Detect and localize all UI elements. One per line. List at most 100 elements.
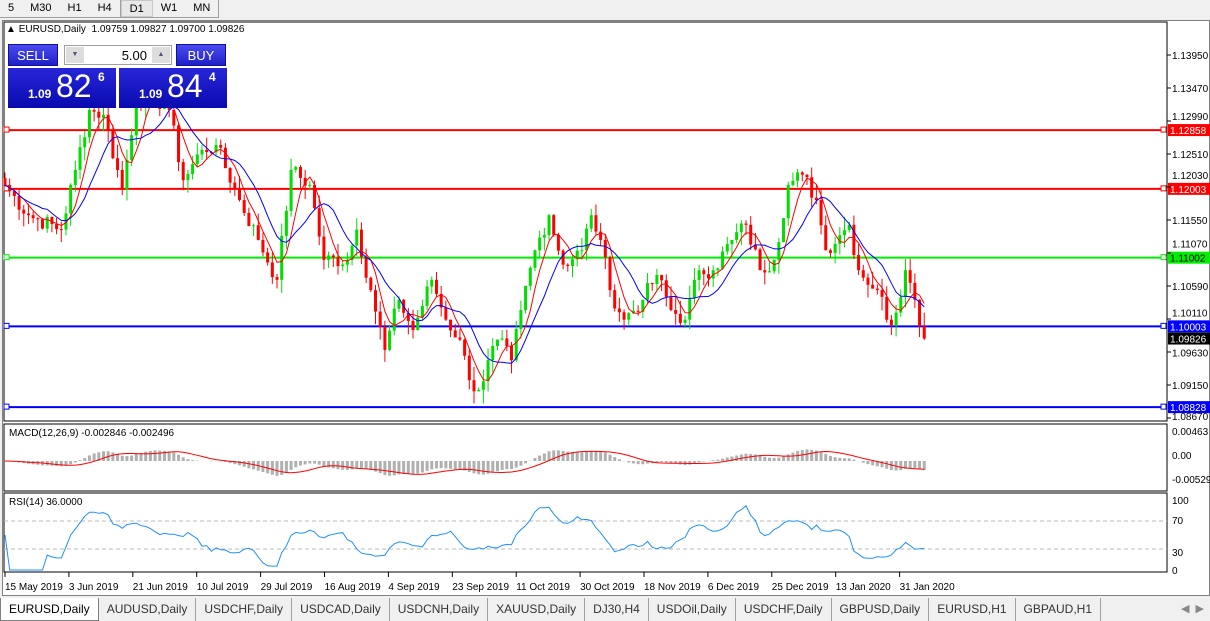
candle-body [683, 319, 687, 323]
candle-body [617, 308, 621, 313]
sell-button[interactable]: SELL [8, 44, 58, 66]
chart-tab[interactable]: USDCHF,Daily [196, 598, 293, 621]
line-handle [1160, 322, 1167, 329]
macd-bar [725, 457, 729, 461]
macd-bar [181, 457, 185, 461]
macd-bar [767, 457, 771, 461]
candle-body [533, 250, 537, 268]
macd-bar [641, 461, 645, 465]
candle-body [852, 224, 856, 255]
timeframe-D1[interactable]: D1 [120, 0, 153, 17]
timeframe-MN[interactable]: MN [193, 2, 211, 14]
macd-bar [871, 461, 875, 466]
macd-bar [134, 453, 138, 461]
macd-bar [833, 457, 837, 461]
lot-value[interactable]: 5.00 [121, 48, 147, 63]
macd-bar [186, 459, 190, 461]
macd-bar [374, 461, 378, 472]
candle-body [589, 215, 593, 229]
macd-bar [646, 461, 650, 464]
macd-bar [739, 454, 743, 461]
candle-body [514, 328, 518, 361]
candle-body [739, 223, 743, 233]
candle-body [130, 135, 134, 160]
macd-bar [467, 461, 471, 472]
buy-button[interactable]: BUY [176, 44, 226, 66]
chart-tab[interactable]: USDOil,Daily [649, 598, 736, 621]
candle-body [430, 279, 434, 287]
chart-tab[interactable]: GBPAUD,H1 [1016, 598, 1102, 621]
macd-bar [570, 452, 574, 461]
candle-body [313, 184, 317, 209]
macd-bar [223, 461, 227, 462]
chart-tab[interactable]: XAUUSD,Daily [488, 598, 586, 621]
decrease-lot-button[interactable]: ▼ [66, 47, 84, 63]
candle-body [477, 389, 481, 392]
candle-body [552, 215, 556, 235]
line-handle [1160, 403, 1167, 410]
chart-tab[interactable]: EURUSD,Daily [0, 598, 99, 621]
candle-body [561, 250, 565, 265]
candle-body [350, 245, 354, 260]
buy-price[interactable]: 1.09 84 4 [119, 68, 227, 108]
timeframe-H4[interactable]: H4 [97, 2, 112, 14]
chart-window[interactable] [2, 20, 1210, 596]
macd-bar [561, 451, 565, 461]
candle-body [641, 299, 645, 312]
candle-body [17, 195, 21, 210]
candle-body [31, 215, 35, 219]
candle-body [97, 111, 101, 118]
macd-bar [266, 461, 270, 474]
lot-size-field[interactable]: ▼ 5.00 ▲ [64, 45, 172, 65]
macd-bar [599, 451, 603, 461]
timeframe-H1[interactable]: H1 [67, 2, 82, 14]
increase-lot-button[interactable]: ▲ [152, 47, 170, 63]
date-label: 3 Jun 2019 [69, 582, 119, 593]
candle-body [922, 326, 926, 339]
timeframe-M30[interactable]: M30 [30, 2, 52, 14]
candle-body [238, 188, 241, 201]
candle-body [364, 256, 368, 278]
macd-bar [763, 456, 767, 461]
macd-signal-line [4, 450, 925, 475]
chart-tab[interactable]: EURUSD,H1 [929, 598, 1016, 621]
chart-tab[interactable]: USDCHF,Daily [736, 598, 832, 621]
line-handle [3, 254, 10, 261]
macd-bar [524, 461, 528, 464]
tab-scroll-arrows[interactable]: ◀ ▶ [1180, 603, 1204, 615]
candle-body [730, 239, 734, 245]
macd-bar [753, 454, 757, 461]
timeframe-toolbar: 5 M30 H1 H4 D1 W1 MN [0, 0, 220, 18]
chart-tab[interactable]: DJ30,H4 [585, 598, 649, 621]
timeframe-5[interactable]: 5 [8, 2, 15, 14]
chart-tab[interactable]: USDCAD,Daily [292, 598, 390, 621]
candle-body [191, 164, 195, 174]
candle-body [528, 267, 532, 286]
macd-bar [308, 461, 312, 464]
candle-body [486, 360, 490, 382]
macd-bar [317, 461, 321, 465]
macd-bar [500, 461, 504, 470]
candle-body [59, 229, 63, 231]
macd-bar [341, 461, 345, 470]
chart-tab[interactable]: GBPUSD,Daily [832, 598, 930, 621]
candle-body [566, 264, 570, 266]
candle-body [270, 262, 274, 278]
macd-bar [575, 452, 579, 461]
chart-tab[interactable]: AUDUSD,Daily [99, 598, 197, 621]
candle-body [749, 224, 753, 245]
date-label: 18 Nov 2019 [644, 582, 701, 593]
price-label-bg [1168, 124, 1210, 137]
candle-body [735, 232, 739, 240]
chart-tab[interactable]: USDCNH,Daily [390, 598, 489, 621]
candle-body [538, 237, 542, 251]
macd-bar [697, 461, 701, 463]
sell-price[interactable]: 1.09 82 6 [8, 68, 116, 108]
macd-bar [617, 459, 621, 461]
candle-body [416, 317, 420, 330]
macd-bar [664, 461, 668, 463]
timeframe-W1[interactable]: W1 [160, 2, 178, 14]
price-tick: 1.12030 [1172, 171, 1209, 182]
candle-body [284, 210, 288, 236]
